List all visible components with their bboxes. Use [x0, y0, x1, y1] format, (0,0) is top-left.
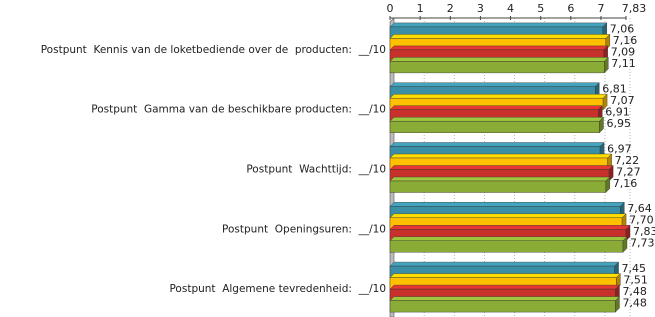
bar-end [605, 176, 611, 193]
bar-top [389, 165, 614, 170]
value-label: 7,48 [622, 285, 647, 298]
y-tick-label: Postpunt Kennis van de loketbediende ove… [41, 44, 386, 56]
bar-end [602, 93, 608, 111]
x-tick-label: 0 [387, 2, 394, 15]
bar-top [389, 273, 621, 278]
bar-top [389, 284, 620, 290]
bar-top [389, 213, 627, 219]
value-label: 6,97 [607, 142, 632, 155]
bar [389, 61, 605, 74]
y-tick-label: Postpunt Wachttijd: __/10 [246, 164, 386, 176]
x-tick-label: 6 [567, 2, 574, 15]
value-label: 7,70 [629, 214, 654, 227]
value-label: 6,91 [605, 105, 630, 118]
bar-top [389, 93, 608, 99]
value-label: 7,27 [616, 165, 641, 178]
value-label: 7,51 [623, 273, 648, 286]
bar-top [389, 236, 628, 242]
value-label: 7,83 [633, 225, 655, 238]
value-label: 7,09 [611, 46, 636, 59]
bar-top [389, 225, 631, 230]
bar-top [389, 45, 609, 51]
y-tick-label: Postpunt Openingsuren: __/10 [222, 223, 386, 235]
bar-top [389, 82, 600, 87]
x-tick-label: 4 [507, 2, 514, 15]
bar [389, 180, 607, 193]
bar-top [389, 176, 611, 182]
x-tick-label: 1 [417, 2, 424, 15]
bar-top [389, 296, 620, 301]
x-tick-label: 3 [477, 2, 484, 15]
bar-top [389, 34, 611, 39]
bar-top [389, 57, 609, 62]
value-label: 7,11 [611, 57, 636, 70]
bar-end [604, 56, 609, 74]
x-tick-label: 7,83 [622, 2, 647, 15]
value-label: 7,16 [613, 177, 638, 190]
value-label: 7,64 [627, 202, 652, 215]
value-label: 7,16 [613, 34, 638, 47]
bar-top [389, 202, 625, 207]
x-tick-label: 2 [447, 2, 454, 15]
bar-top [389, 153, 613, 159]
bar-end [622, 236, 628, 253]
y-tick-label: Postpunt Gamma van de beschikbare produc… [91, 104, 386, 116]
bar [389, 240, 624, 253]
bar [389, 300, 616, 313]
value-label: 7,48 [622, 296, 647, 309]
y-tick-label: Postpunt Algemene tevredenheid: __/10 [169, 283, 386, 295]
bar-top [389, 116, 604, 122]
x-tick-label: 5 [537, 2, 544, 15]
bar-end [615, 296, 620, 313]
value-label: 7,07 [610, 94, 635, 107]
bar-top [389, 142, 605, 147]
bar-end [599, 116, 604, 134]
value-label: 6,95 [606, 117, 631, 130]
value-label: 7,06 [610, 23, 635, 36]
value-label: 7,22 [615, 154, 640, 167]
bar-top [389, 261, 620, 267]
bar [389, 120, 600, 133]
bar-top [389, 22, 608, 28]
x-tick-label: 7 [597, 2, 604, 15]
value-label: 7,45 [622, 262, 647, 275]
value-label: 6,81 [602, 82, 627, 95]
bar-top [389, 105, 603, 110]
value-label: 7,73 [630, 237, 655, 250]
